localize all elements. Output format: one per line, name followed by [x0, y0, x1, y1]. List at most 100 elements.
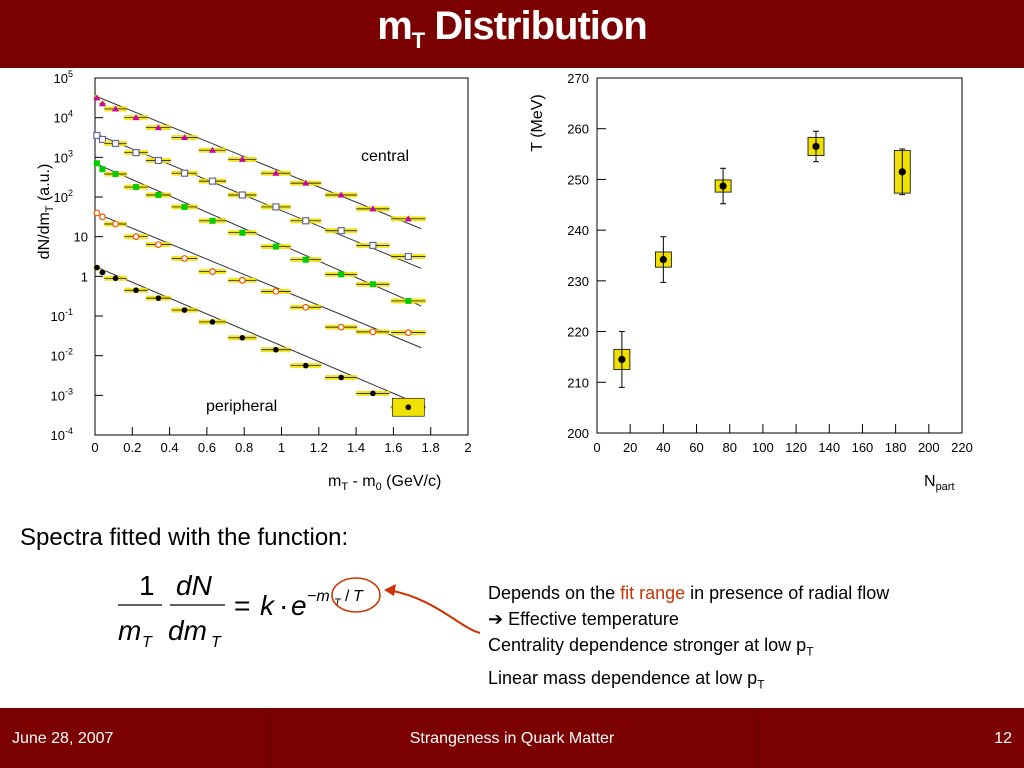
annotation-peripheral: peripheral — [206, 398, 277, 415]
x-tick-label: 220 — [951, 440, 973, 455]
data-point — [93, 160, 100, 167]
spectra-chart: 0 0.2 0.4 0.6 0.8 1 1.2 1.4 1.6 1.8 2 10-4 10-3 10-2 1… — [36, 69, 472, 493]
x-tick-label: 1 — [278, 440, 285, 455]
data-point — [405, 297, 412, 304]
x-tick-label: 0.6 — [198, 440, 216, 455]
data-point — [132, 233, 140, 241]
x-tick-label: 1.4 — [347, 440, 365, 455]
data-point — [272, 169, 280, 176]
x-tick-label: 200 — [918, 440, 940, 455]
arrow-icon: ➔ — [488, 609, 504, 629]
y-tick-label: 230 — [567, 274, 589, 289]
formula-eq: = — [234, 590, 250, 621]
x-tick-label: 0 — [593, 440, 600, 455]
data-point — [209, 268, 216, 275]
footer-date: June 28, 2007 — [12, 730, 114, 747]
y-tick-label: 10-4 — [51, 426, 73, 443]
data-point — [93, 209, 101, 217]
y-tick-label: 270 — [567, 71, 589, 86]
notes-block: Depends on the fit range in presence of … — [488, 580, 889, 697]
data-point — [155, 241, 162, 249]
formula-m: m — [118, 615, 141, 646]
data-point — [898, 168, 906, 176]
data-point — [132, 114, 140, 121]
data-point — [99, 166, 106, 173]
data-point — [302, 217, 310, 225]
data-point — [238, 155, 246, 162]
y-tick-label: 250 — [567, 172, 589, 187]
data-point — [94, 264, 100, 271]
data-point — [181, 203, 188, 210]
data-point — [112, 170, 119, 177]
x-tick-label: 160 — [852, 440, 874, 455]
data-point — [272, 288, 280, 295]
x-tick-label: 100 — [752, 440, 774, 455]
x-tick-label: 60 — [689, 440, 703, 455]
x-tick-label: 1.2 — [310, 440, 328, 455]
y-tick-label: 10-2 — [51, 347, 73, 364]
y-tick-label: 105 — [54, 69, 73, 86]
title-bar: mT Distribution — [0, 0, 1024, 68]
x-tick-label: 140 — [818, 440, 840, 455]
data-point — [93, 131, 101, 140]
x-axis-label: mT - m0 (GeV/c) — [328, 473, 441, 493]
data-point — [338, 271, 345, 278]
data-point — [337, 227, 345, 235]
y-tick-label: 10 — [74, 230, 88, 245]
formula-exp: −m — [307, 588, 330, 605]
formula-k: k — [260, 590, 276, 621]
data-point — [154, 156, 163, 165]
data-point — [209, 319, 216, 325]
footer-title: Strangeness in Quark Matter — [409, 730, 615, 747]
data-point — [272, 243, 279, 250]
data-point — [404, 252, 412, 261]
data-point — [238, 191, 246, 199]
data-point — [98, 135, 107, 144]
y-tick-label: 210 — [567, 375, 589, 390]
data-point — [337, 191, 345, 198]
y-tick-label: 240 — [567, 223, 589, 238]
data-point — [238, 276, 246, 284]
annotation-arrow — [384, 584, 481, 634]
data-point — [370, 390, 376, 397]
data-point — [133, 184, 140, 191]
x-tick-label: 0.2 — [123, 440, 141, 455]
formula-slash: / — [345, 588, 350, 605]
formula-dm-sub: T — [211, 634, 222, 651]
data-point — [112, 220, 119, 228]
data-point — [302, 179, 310, 186]
data-point — [338, 374, 344, 381]
y-tick-label: 200 — [567, 426, 589, 441]
data-point — [239, 229, 246, 236]
annotation-central: central — [361, 148, 409, 165]
data-point — [208, 177, 217, 185]
x-tick-label: 2 — [464, 440, 471, 455]
data-point — [181, 255, 188, 262]
plot-frame — [596, 77, 963, 434]
fit-line — [94, 265, 422, 406]
data-point — [272, 203, 280, 211]
slide-title: mT Distribution — [377, 4, 648, 53]
formula-exp-sub: T — [334, 597, 342, 609]
note-line-4: Linear mass dependence at low pT — [488, 667, 765, 692]
x-tick-label: 0 — [91, 440, 98, 455]
data-point — [273, 346, 279, 353]
data-point — [618, 355, 626, 364]
y-tick-label: 103 — [54, 148, 73, 165]
x-tick-label: 120 — [785, 440, 807, 455]
data-point — [302, 303, 310, 311]
formula-exp-T: T — [353, 588, 364, 605]
data-point — [112, 275, 119, 282]
x-tick-label: 1.6 — [384, 440, 402, 455]
x-tick-label: 40 — [656, 440, 670, 455]
data-point — [155, 192, 162, 199]
note-line-3: Centrality dependence stronger at low pT — [488, 635, 814, 659]
data-point — [369, 205, 377, 212]
note-line-1: Depends on the fit range in presence of … — [488, 583, 890, 603]
formula-dm: dm — [168, 615, 207, 646]
formula-e: e — [291, 590, 307, 621]
data-point — [719, 182, 727, 190]
y-axis-label: T (MeV) — [529, 94, 546, 151]
data-point — [404, 329, 412, 337]
data-point — [112, 105, 120, 112]
